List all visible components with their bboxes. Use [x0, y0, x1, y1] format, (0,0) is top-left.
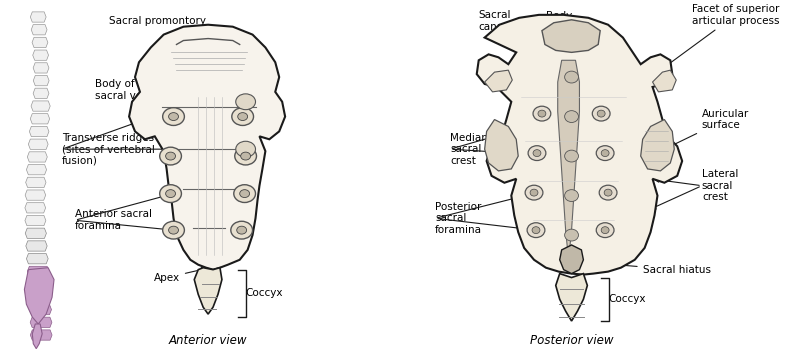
Ellipse shape — [166, 152, 175, 160]
Polygon shape — [25, 216, 46, 226]
Polygon shape — [28, 279, 50, 289]
Ellipse shape — [525, 185, 543, 200]
Text: Posterior view: Posterior view — [530, 334, 614, 347]
Polygon shape — [30, 330, 52, 340]
Polygon shape — [34, 76, 49, 86]
Ellipse shape — [241, 152, 250, 160]
Polygon shape — [194, 268, 222, 314]
Polygon shape — [26, 228, 46, 238]
Ellipse shape — [232, 108, 254, 125]
Polygon shape — [129, 25, 285, 270]
Polygon shape — [31, 25, 47, 35]
Polygon shape — [33, 50, 49, 60]
Ellipse shape — [532, 227, 540, 234]
Ellipse shape — [565, 111, 578, 122]
Text: Body: Body — [546, 11, 572, 29]
Ellipse shape — [601, 150, 609, 156]
Text: Facet of superior
articular process: Facet of superior articular process — [664, 4, 779, 68]
Polygon shape — [25, 203, 46, 213]
Text: Transverse ridges
(sites of vertebral
fusion): Transverse ridges (sites of vertebral fu… — [62, 132, 155, 166]
Ellipse shape — [565, 150, 578, 162]
Text: Posterior
sacral
foramina: Posterior sacral foramina — [435, 202, 482, 235]
Polygon shape — [26, 165, 46, 175]
Text: Body of first
sacral vertebra: Body of first sacral vertebra — [94, 70, 204, 101]
Polygon shape — [30, 304, 51, 315]
Ellipse shape — [528, 146, 546, 160]
Polygon shape — [556, 274, 587, 321]
Polygon shape — [30, 317, 52, 328]
Ellipse shape — [601, 227, 609, 234]
Ellipse shape — [599, 185, 617, 200]
Ellipse shape — [162, 108, 184, 125]
Ellipse shape — [236, 94, 255, 110]
Ellipse shape — [169, 226, 178, 234]
Polygon shape — [29, 292, 51, 302]
Ellipse shape — [527, 223, 545, 238]
Ellipse shape — [162, 221, 184, 239]
Text: Coccyx: Coccyx — [608, 294, 646, 304]
Ellipse shape — [234, 185, 255, 203]
Polygon shape — [27, 152, 47, 162]
Text: Median
sacral
crest: Median sacral crest — [450, 132, 488, 166]
Polygon shape — [30, 126, 49, 137]
Polygon shape — [653, 70, 676, 92]
Ellipse shape — [166, 190, 175, 198]
Polygon shape — [485, 120, 518, 171]
Ellipse shape — [160, 185, 182, 203]
Polygon shape — [26, 253, 48, 264]
Polygon shape — [560, 245, 583, 274]
Ellipse shape — [238, 113, 248, 121]
Polygon shape — [542, 20, 600, 52]
Text: Lateral
sacral
crest: Lateral sacral crest — [702, 169, 738, 202]
Polygon shape — [30, 113, 50, 124]
Ellipse shape — [160, 147, 182, 165]
Ellipse shape — [596, 223, 614, 238]
Ellipse shape — [533, 150, 541, 156]
Polygon shape — [31, 101, 50, 111]
Ellipse shape — [565, 190, 578, 202]
Polygon shape — [33, 88, 49, 98]
Polygon shape — [641, 120, 674, 171]
Text: Auricular
surface: Auricular surface — [668, 109, 749, 147]
Ellipse shape — [169, 113, 178, 121]
Polygon shape — [26, 177, 46, 188]
Text: Sacral hiatus: Sacral hiatus — [583, 260, 710, 275]
Polygon shape — [32, 37, 48, 48]
Ellipse shape — [596, 146, 614, 160]
Ellipse shape — [237, 226, 246, 234]
Ellipse shape — [236, 141, 255, 157]
Polygon shape — [27, 266, 49, 277]
Ellipse shape — [240, 190, 250, 198]
Ellipse shape — [604, 189, 612, 196]
Text: Coccyx: Coccyx — [246, 288, 283, 298]
Ellipse shape — [592, 106, 610, 121]
Text: Anterior sacral
foramina: Anterior sacral foramina — [74, 209, 152, 231]
Ellipse shape — [533, 106, 551, 121]
Polygon shape — [28, 139, 48, 149]
Polygon shape — [32, 324, 42, 349]
Ellipse shape — [231, 221, 253, 239]
Polygon shape — [30, 12, 46, 22]
Ellipse shape — [538, 110, 546, 117]
Text: Apex: Apex — [154, 267, 206, 282]
Polygon shape — [558, 60, 579, 250]
Polygon shape — [24, 268, 54, 324]
Ellipse shape — [565, 229, 578, 241]
Polygon shape — [25, 190, 46, 200]
Ellipse shape — [530, 189, 538, 196]
Text: Sacral
canal: Sacral canal — [478, 10, 555, 38]
Ellipse shape — [565, 71, 578, 83]
Polygon shape — [477, 15, 682, 275]
Polygon shape — [26, 241, 47, 251]
Polygon shape — [485, 70, 512, 92]
Polygon shape — [33, 63, 49, 73]
Text: Anterior view: Anterior view — [169, 334, 247, 347]
Ellipse shape — [234, 147, 257, 165]
Text: Sacral promontory: Sacral promontory — [110, 16, 219, 35]
Ellipse shape — [598, 110, 605, 117]
